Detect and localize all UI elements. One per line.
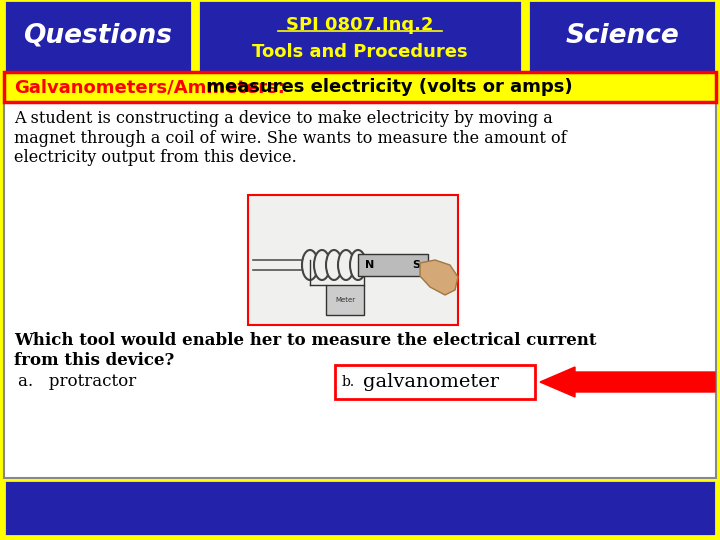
- Ellipse shape: [350, 250, 366, 280]
- Text: Which tool would enable her to measure the electrical current
from this device?: Which tool would enable her to measure t…: [14, 332, 596, 369]
- Bar: [335, 365, 535, 399]
- Ellipse shape: [302, 250, 318, 280]
- Bar: [198, 0, 522, 72]
- Text: SPI 0807.Inq.2: SPI 0807.Inq.2: [287, 16, 433, 34]
- Bar: [528, 0, 716, 72]
- Ellipse shape: [326, 250, 342, 280]
- Text: A student is constructing a device to make electricity by moving a
magnet throug: A student is constructing a device to ma…: [14, 110, 567, 166]
- Text: b.: b.: [342, 375, 355, 389]
- Bar: [4, 480, 716, 536]
- Text: N: N: [365, 260, 374, 270]
- Text: Meter: Meter: [335, 297, 355, 303]
- Bar: [4, 102, 716, 478]
- Polygon shape: [420, 260, 458, 295]
- Bar: [4, 72, 716, 102]
- Text: Tools and Procedures: Tools and Procedures: [252, 43, 468, 61]
- Text: Galvanometers/Ammeters:: Galvanometers/Ammeters:: [14, 78, 285, 96]
- Text: galvanometer: galvanometer: [363, 373, 499, 391]
- Text: measures electricity (volts or amps): measures electricity (volts or amps): [200, 78, 572, 96]
- Text: Questions: Questions: [24, 23, 173, 49]
- Text: S: S: [412, 260, 420, 270]
- Ellipse shape: [338, 250, 354, 280]
- FancyArrow shape: [540, 367, 715, 397]
- Text: a.   protractor: a. protractor: [18, 374, 136, 390]
- Text: Science: Science: [565, 23, 679, 49]
- Bar: [358, 254, 428, 276]
- Bar: [326, 285, 364, 315]
- Bar: [248, 195, 458, 325]
- Ellipse shape: [314, 250, 330, 280]
- Bar: [4, 0, 192, 72]
